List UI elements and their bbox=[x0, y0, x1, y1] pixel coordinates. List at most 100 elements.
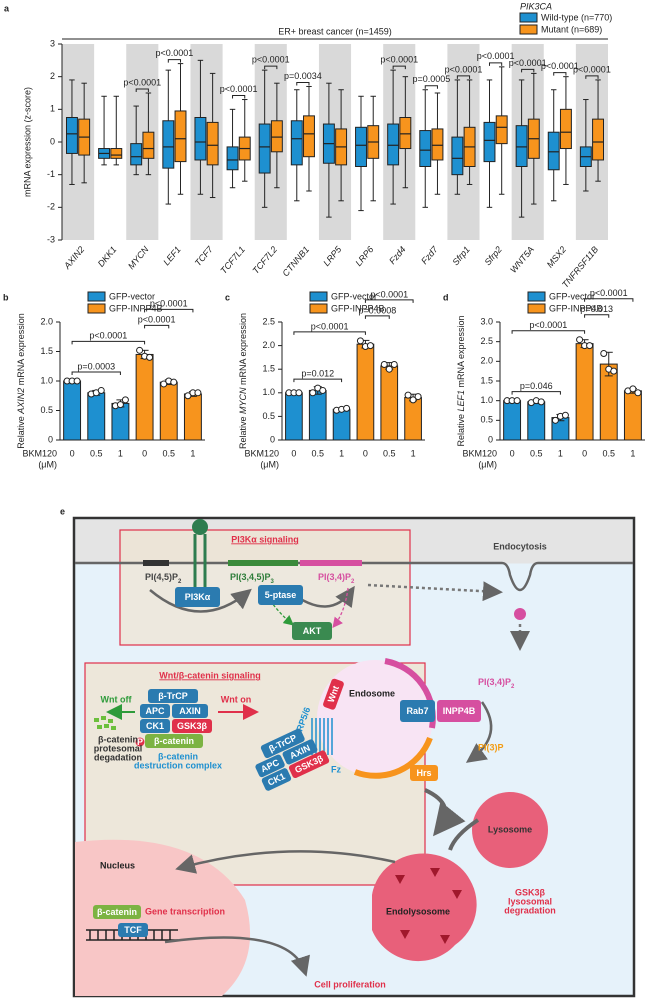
y-axis-label-part: Relative bbox=[238, 414, 248, 449]
diagram-label: PI(3,4)P2 bbox=[478, 677, 515, 689]
y-axis-label: mRNA expression (z-score) bbox=[22, 87, 32, 197]
comparison-label: p<0.0001 bbox=[311, 321, 349, 331]
box-shape bbox=[258, 585, 303, 605]
y-tick-label: 2.5 bbox=[262, 316, 275, 326]
replicate-point bbox=[634, 389, 642, 397]
significance-bracket bbox=[167, 59, 182, 63]
bar bbox=[527, 401, 546, 441]
x-tick-label: TCF7 bbox=[193, 244, 216, 268]
replicate-point bbox=[160, 380, 168, 388]
legend-label: GFP-INPP4B bbox=[109, 303, 163, 313]
bar bbox=[356, 343, 375, 441]
x-tick-label: 1 bbox=[411, 448, 416, 458]
significance-bracket bbox=[521, 68, 535, 73]
comparison-label: p=0.046 bbox=[520, 381, 553, 391]
lysosome bbox=[472, 792, 548, 868]
diagram-label: PI(4,5)P2 bbox=[145, 572, 182, 584]
replicate-point bbox=[343, 404, 351, 412]
box-label: Rab7 bbox=[406, 706, 428, 716]
x-tick-label: CTNNB1 bbox=[280, 244, 311, 278]
y-tick-label: 0 bbox=[270, 434, 275, 444]
y-tick-label: 1.5 bbox=[480, 375, 493, 385]
significance-bracket bbox=[585, 75, 599, 79]
box bbox=[451, 136, 464, 176]
replicate-point bbox=[295, 389, 303, 397]
box-label: Hrs bbox=[416, 768, 431, 778]
box-shape bbox=[288, 750, 330, 779]
x-tick-label: 0.5 bbox=[530, 448, 543, 458]
diagram-label: PI(3)P bbox=[478, 742, 504, 752]
legend-label: GFP-INPP4B bbox=[549, 303, 603, 313]
significance-label: p<0.0001 bbox=[252, 55, 290, 65]
box-label: INPP4B bbox=[443, 706, 476, 716]
diagram-box: AKT bbox=[292, 622, 332, 640]
legend-swatch bbox=[519, 12, 538, 23]
y-axis-label-part: mRNA expression bbox=[16, 313, 26, 388]
diagram-box: 5-ptase bbox=[258, 585, 303, 605]
box bbox=[303, 115, 315, 158]
bar bbox=[503, 400, 522, 441]
diagram-box: APC bbox=[255, 754, 285, 778]
label-subscript: 2 bbox=[178, 579, 182, 585]
replicate-point bbox=[380, 360, 388, 368]
box bbox=[206, 121, 219, 166]
receptor-head bbox=[192, 519, 208, 535]
diagram-box: TCF bbox=[118, 923, 148, 937]
diagram-label: Endosome bbox=[349, 688, 395, 698]
bar bbox=[183, 393, 202, 441]
comparison-bracket bbox=[144, 324, 170, 329]
chart-title: ER+ breast cancer (n=1459) bbox=[278, 26, 392, 36]
diagram-label: P bbox=[137, 737, 143, 747]
replicate-point bbox=[414, 393, 422, 401]
box-shape bbox=[175, 587, 220, 607]
replicate-point bbox=[194, 389, 202, 397]
x-tick-label: 0 bbox=[582, 448, 587, 458]
diagram-label: degradation bbox=[504, 905, 556, 915]
box-label: AKT bbox=[303, 626, 322, 636]
significance-label: p<0.0001 bbox=[156, 48, 194, 58]
replicate-point bbox=[97, 386, 105, 394]
y-tick-label: -3 bbox=[47, 234, 55, 244]
comparison-label: p=0.0003 bbox=[77, 361, 115, 371]
diagram-label: β-catenin bbox=[98, 734, 138, 744]
y-tick-label: 2 bbox=[50, 71, 55, 81]
diagram-label: PI3Kα signaling bbox=[231, 534, 299, 544]
x-tick-label: 0 bbox=[70, 448, 75, 458]
box bbox=[547, 131, 560, 171]
x-tick-label: 0 bbox=[142, 448, 147, 458]
box-label: TCF bbox=[124, 925, 142, 935]
box bbox=[431, 128, 444, 161]
box-shape bbox=[93, 905, 141, 919]
box bbox=[162, 120, 175, 169]
replicate-point bbox=[366, 342, 374, 350]
significance-bracket bbox=[424, 85, 438, 89]
dephosphorylation-arrow bbox=[465, 701, 493, 763]
comparison-label: p<0.0001 bbox=[89, 331, 127, 341]
pip2-segment bbox=[143, 560, 169, 566]
legend-title: PIK3CA bbox=[520, 1, 552, 11]
bar bbox=[135, 353, 154, 441]
legend-label: GFP-vector bbox=[331, 291, 377, 301]
bar bbox=[332, 408, 351, 441]
y-tick-label: 2.0 bbox=[262, 340, 275, 350]
x-tick-label: 1 bbox=[118, 448, 123, 458]
y-tick-label: 2.0 bbox=[40, 316, 53, 326]
legend-swatch bbox=[519, 24, 538, 35]
y-tick-label: 0.5 bbox=[262, 411, 275, 421]
bar bbox=[380, 365, 399, 441]
y-tick-label: -1 bbox=[47, 169, 55, 179]
x-tick-label: LRP5 bbox=[321, 244, 344, 268]
diagram-box: β-catenin bbox=[145, 734, 203, 748]
diagram-box: PI3Kα bbox=[175, 587, 220, 607]
y-axis-label-part: LEF1 bbox=[456, 390, 466, 412]
box bbox=[130, 143, 143, 166]
box bbox=[290, 120, 303, 166]
diagram-label: e bbox=[60, 506, 65, 516]
comparison-label: p=0.0008 bbox=[358, 305, 396, 315]
replicate-point bbox=[73, 377, 81, 385]
diagram-box: CK1 bbox=[261, 768, 292, 791]
significance-label: p<0.0001 bbox=[509, 58, 547, 68]
bar bbox=[63, 380, 82, 441]
x-tick-label: 0 bbox=[363, 448, 368, 458]
